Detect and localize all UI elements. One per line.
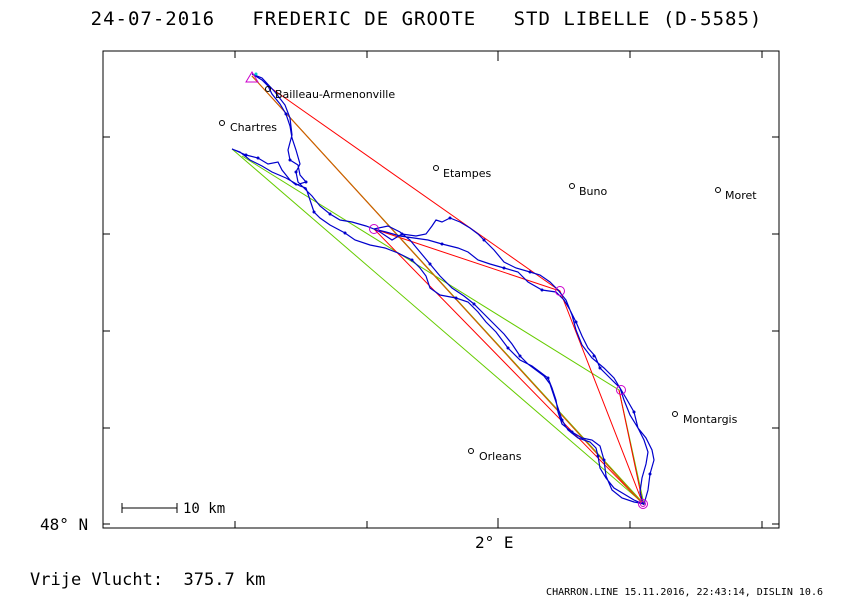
town-label-buno: Buno — [579, 185, 607, 198]
turnpoint-3 — [616, 385, 626, 395]
map-frame — [102, 50, 780, 529]
start-triangle — [245, 71, 259, 83]
latitude-label: 48° N — [40, 515, 88, 534]
town-dot-bailleau — [265, 86, 271, 92]
town-label-montargis: Montargis — [683, 413, 738, 426]
longitude-label: 2° E — [475, 533, 514, 552]
town-dot-moret — [715, 187, 721, 193]
axis-ticks — [103, 51, 779, 528]
scale-bar-label: 10 km — [183, 501, 225, 517]
scale-bar — [121, 503, 178, 513]
turnpoint-4 — [638, 499, 648, 509]
flight-title: 24-07-2016 FREDERIC DE GROOTE STD LIBELL… — [0, 8, 853, 30]
town-markers — [219, 86, 721, 454]
gps-track — [231, 73, 655, 506]
turnpoint-1 — [369, 224, 379, 234]
free-flight-distance: Vrije Vlucht: 375.7 km — [30, 570, 266, 590]
town-label-bailleau: Bailleau-Armenonville — [275, 88, 395, 101]
town-label-moret: Moret — [725, 189, 757, 202]
track-fixes — [244, 112, 652, 476]
pilot-name: FREDERIC DE GROOTE — [252, 8, 477, 30]
town-label-chartres: Chartres — [230, 121, 277, 134]
town-label-orleans: Orleans — [479, 450, 522, 463]
town-dot-etampes — [433, 165, 439, 171]
turnpoint-markers — [245, 71, 648, 509]
start-dot — [254, 72, 258, 76]
town-dot-buno — [569, 183, 575, 189]
town-dot-montargis — [672, 411, 678, 417]
task-line-diagonal — [251, 75, 644, 505]
turnpoint-2 — [555, 286, 565, 296]
credits-line: CHARRON.LINE 15.11.2016, 22:43:14, DISLI… — [546, 587, 823, 598]
task-line-closing — [267, 85, 561, 292]
glider-name: STD LIBELLE (D-5585) — [513, 8, 763, 30]
town-label-etampes: Etampes — [443, 167, 491, 180]
town-dot-chartres — [219, 120, 225, 126]
town-dot-orleans — [468, 448, 474, 454]
flight-date: 24-07-2016 — [90, 8, 216, 30]
